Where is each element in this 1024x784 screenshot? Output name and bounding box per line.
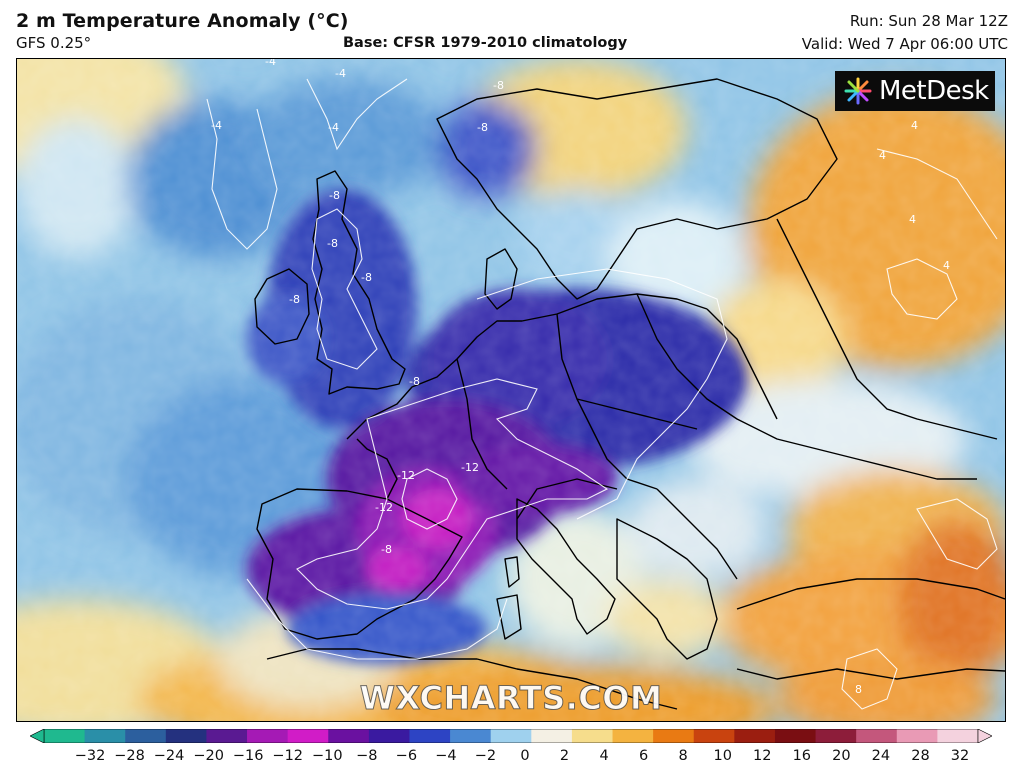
colorbar-segment <box>165 729 207 743</box>
contour-labels: -4 -4 -4 -4 -8 -8 -8 -8 -8 -8 -8 -12 -12… <box>211 59 950 696</box>
contour-label: -8 <box>329 189 340 202</box>
colorbar-tick-labels: −32 −28 −24 −20 −16 −12 −10 −8 −6 −4 −2 0 2 4 6 8 10 12 16… <box>0 748 1024 772</box>
colorbar-segment <box>531 729 573 743</box>
colorbar-segment <box>44 729 86 743</box>
contour-label: -4 <box>265 59 276 68</box>
colorbar-segment <box>409 729 451 743</box>
colorbar-tick-label: −4 <box>435 748 457 764</box>
colorbar-segment <box>734 729 776 743</box>
contour-label: -8 <box>381 543 392 556</box>
colorbar-segment <box>247 729 289 743</box>
colorbar-right-arrow <box>977 729 992 743</box>
anomaly-contours <box>206 78 998 710</box>
run-time-label: Run: Sun 28 Mar 12Z <box>849 12 1008 30</box>
colorbar-segment <box>328 729 370 743</box>
wxcharts-watermark: WXCHARTS.COM <box>359 679 663 718</box>
colorbar-tick-label: 8 <box>678 748 688 764</box>
colorbar-tick-label: 0 <box>520 748 530 764</box>
metdesk-burst-icon <box>844 77 872 105</box>
colorbar-tick-label: −32 <box>74 748 106 764</box>
climatology-base-label: Base: CFSR 1979-2010 climatology <box>343 35 628 51</box>
colorbar-segment <box>368 729 410 743</box>
colorbar-tick-label: −6 <box>395 748 418 764</box>
colorbar-segment <box>490 729 532 743</box>
colorbar-tick-label: 28 <box>911 748 930 764</box>
metdesk-logo-text: MetDesk <box>879 76 989 106</box>
contour-label: -8 <box>493 79 504 92</box>
contour-label: -8 <box>477 121 488 134</box>
contour-label: 8 <box>855 683 862 696</box>
colorbar-tick-label: −10 <box>311 748 343 764</box>
colorbar-tick-label: 20 <box>832 748 851 764</box>
contour-label: -12 <box>397 469 415 482</box>
contour-label: -4 <box>211 119 222 132</box>
contour-label: 4 <box>879 149 886 162</box>
colorbar-segment <box>774 729 817 743</box>
colorbar-segment <box>571 729 614 743</box>
colorbar-segment <box>450 729 492 743</box>
colorbar-tick-label: −12 <box>272 748 304 764</box>
colorbar-tick-label: −16 <box>232 748 264 764</box>
colorbar-tick-label: 4 <box>599 748 609 764</box>
colorbar-tick-label: 10 <box>713 748 732 764</box>
colorbar-tick-label: −24 <box>153 748 185 764</box>
contour-label: -4 <box>328 121 339 134</box>
colorbar-segment <box>125 729 167 743</box>
colorbar-tick-label: 12 <box>753 748 772 764</box>
colorbar-tick-label: −8 <box>356 748 378 764</box>
map-canvas: -4 -4 -4 -4 -8 -8 -8 -8 -8 -8 -8 -12 -12… <box>17 59 1005 721</box>
colorbar-tick-label: 6 <box>639 748 649 764</box>
colorbar-segment <box>287 729 329 743</box>
contour-label: 4 <box>911 119 918 132</box>
colorbar-tick-label: 2 <box>559 748 570 764</box>
colorbar-tick-label: 24 <box>871 748 891 764</box>
contour-label: -12 <box>375 501 393 514</box>
colorbar <box>30 729 992 743</box>
colorbar-segment <box>815 729 857 743</box>
colorbar-tick-label: −28 <box>114 748 145 764</box>
contour-label: -8 <box>327 237 338 250</box>
contour-label: -8 <box>361 271 372 284</box>
colorbar-segment <box>612 729 654 743</box>
contour-label: -4 <box>335 67 346 80</box>
colorbar-tick-label: 16 <box>792 748 812 764</box>
colorbar-segment <box>84 729 126 743</box>
colorbar-segment <box>693 729 735 743</box>
colorbar-left-arrow <box>30 729 45 743</box>
model-label: GFS 0.25° <box>16 34 92 52</box>
contour-label: -8 <box>409 375 420 388</box>
colorbar-tick-label: −20 <box>193 748 224 764</box>
colorbar-tick-label: −2 <box>474 748 497 764</box>
metdesk-logo: MetDesk <box>835 71 995 111</box>
temperature-anomaly-map[interactable]: -4 -4 -4 -4 -8 -8 -8 -8 -8 -8 -8 -12 -12… <box>16 58 1006 722</box>
contour-label: -8 <box>289 293 300 306</box>
colorbar-tick-label: 32 <box>950 748 970 764</box>
colorbar-segment <box>856 729 898 743</box>
anomaly-field <box>17 59 1005 721</box>
colorbar-segment <box>937 729 979 743</box>
colorbar-segment <box>653 729 695 743</box>
colorbar-segment <box>896 729 938 743</box>
colorbar-segments <box>43 729 979 743</box>
contour-label: 4 <box>909 213 916 226</box>
chart-header: 2 m Temperature Anomaly (°C) GFS 0.25° B… <box>0 0 1024 58</box>
colorbar-segment <box>206 729 248 743</box>
contour-label: 4 <box>943 259 950 272</box>
valid-time-label: Valid: Wed 7 Apr 06:00 UTC <box>801 35 1008 53</box>
chart-title: 2 m Temperature Anomaly (°C) <box>16 10 349 32</box>
contour-label: -12 <box>461 461 479 474</box>
